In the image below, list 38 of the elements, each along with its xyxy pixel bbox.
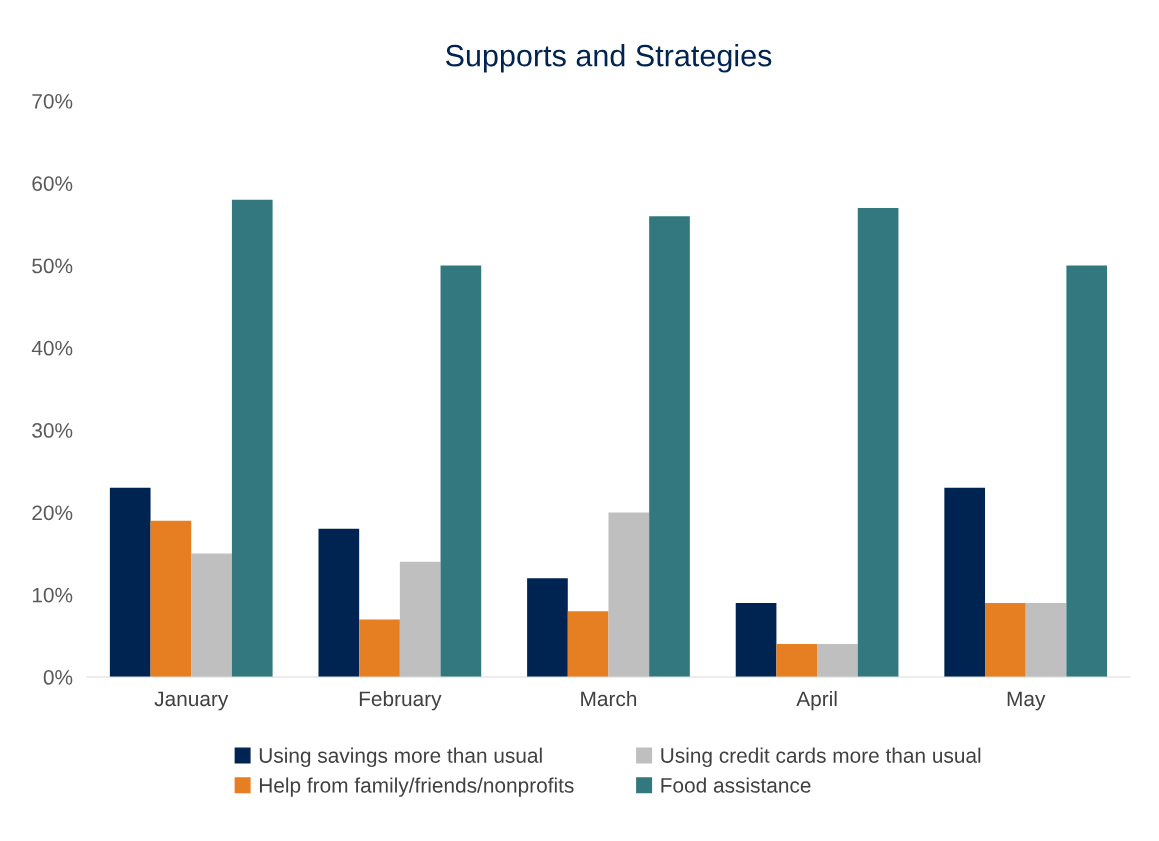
bar xyxy=(735,602,777,677)
legend-label: Using savings more than usual xyxy=(259,747,542,768)
bar xyxy=(944,487,986,677)
x-tick-label: January xyxy=(154,691,229,711)
legend-label: Food assistance xyxy=(661,777,811,793)
bar xyxy=(109,487,151,677)
y-tick-label: 50% xyxy=(32,258,73,274)
y-tick-label: 70% xyxy=(32,93,73,109)
bar xyxy=(1025,602,1067,677)
y-tick-label: 40% xyxy=(31,340,73,356)
x-tick-label: February xyxy=(359,690,442,711)
bar xyxy=(150,520,192,677)
bar xyxy=(1066,265,1108,677)
bar xyxy=(857,207,899,677)
y-tick-label: 20% xyxy=(32,505,73,521)
bar xyxy=(985,602,1026,677)
legend-label: Using credit cards more than usual xyxy=(661,747,981,768)
bar xyxy=(567,611,609,677)
bar xyxy=(817,644,858,677)
bar xyxy=(231,199,273,677)
bar xyxy=(527,578,568,677)
bar xyxy=(649,216,690,677)
x-tick-label: April xyxy=(796,690,837,711)
y-tick-label: 30% xyxy=(32,423,73,438)
y-tick-label: 10% xyxy=(32,587,73,603)
bar xyxy=(440,265,482,677)
bar xyxy=(318,528,360,677)
bar xyxy=(191,553,232,677)
chart-title: Supports and Strategies xyxy=(445,44,772,73)
legend-label: Help from family/friends/nonprofits xyxy=(259,777,574,797)
bar xyxy=(399,561,441,677)
bar xyxy=(776,644,818,677)
bar xyxy=(359,619,400,677)
x-tick-label: May xyxy=(1007,691,1046,711)
y-tick-label: 0% xyxy=(43,670,73,685)
x-tick-label: March xyxy=(581,690,637,707)
y-tick-label: 60% xyxy=(32,176,73,191)
bar xyxy=(608,512,650,677)
